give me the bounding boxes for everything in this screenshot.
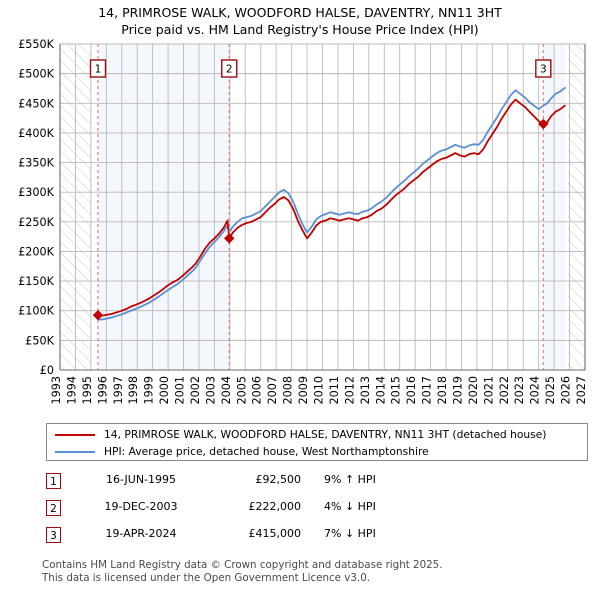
legend-swatch-hpi [55,450,95,453]
transactions-table: 1 16-JUN-1995 £92,500 9% ↑ HPI 2 19-DEC-… [46,470,446,551]
svg-text:2008: 2008 [282,376,295,404]
svg-text:2003: 2003 [204,376,217,404]
svg-text:2020: 2020 [467,376,480,404]
svg-text:1993: 1993 [50,376,63,404]
legend-item-hpi: HPI: Average price, detached house, West… [55,443,429,460]
gridlines [59,43,586,371]
svg-text:2005: 2005 [235,376,248,404]
svg-text:2022: 2022 [498,376,511,404]
svg-text:2000: 2000 [158,376,171,404]
svg-text:£0: £0 [40,364,54,377]
transaction-index-badge: 2 [46,500,61,516]
svg-text:£350K: £350K [18,157,54,170]
transaction-date: 19-APR-2024 [105,527,177,540]
svg-text:2009: 2009 [297,376,310,404]
svg-text:£100K: £100K [18,305,54,318]
svg-text:2002: 2002 [189,376,202,404]
svg-text:£150K: £150K [18,275,54,288]
table-row[interactable]: 3 19-APR-2024 £415,000 7% ↓ HPI [46,524,446,551]
hpi-average-line [97,87,566,321]
svg-text:1994: 1994 [65,376,78,404]
chart-legend: 14, PRIMROSE WALK, WOODFORD HALSE, DAVEN… [46,423,588,461]
y-axis-tick-labels: £0 £50K £100K £150K £200K £250K £300K £350K £400… [18,38,54,377]
svg-text:2024: 2024 [529,376,542,404]
transaction-date: 19-DEC-2003 [104,500,178,513]
legend-label-hpi: HPI: Average price, detached house, West… [104,445,429,458]
footer-attribution: Contains HM Land Registry data © Crown c… [42,559,582,584]
transaction-hpi-delta: 9% ↑ HPI [324,473,376,486]
transaction-index-badge: 1 [46,473,61,489]
svg-text:£250K: £250K [18,216,54,229]
svg-text:2017: 2017 [421,376,434,404]
svg-text:2012: 2012 [343,376,356,404]
svg-text:2014: 2014 [374,376,387,404]
svg-text:1996: 1996 [96,376,109,404]
table-row[interactable]: 1 16-JUN-1995 £92,500 9% ↑ HPI [46,470,446,497]
transaction-price: £222,000 [248,500,302,513]
svg-text:1997: 1997 [112,376,125,404]
property-price-line [97,98,566,317]
svg-text:3: 3 [540,64,547,76]
svg-text:2011: 2011 [328,376,341,404]
svg-text:£450K: £450K [18,97,54,110]
price-history-chart: £0 £50K £100K £150K £200K £250K £300K £350K £400… [18,38,588,404]
svg-text:2016: 2016 [405,376,418,404]
svg-text:2015: 2015 [390,376,403,404]
svg-text:2025: 2025 [544,376,557,404]
svg-text:£50K: £50K [25,334,54,347]
page-title: 14, PRIMROSE WALK, WOODFORD HALSE, DAVEN… [0,4,600,38]
footer-line-2: This data is licensed under the Open Gov… [42,571,371,584]
svg-text:2027: 2027 [575,376,588,404]
svg-text:2007: 2007 [266,376,279,404]
transaction-date: 16-JUN-1995 [105,473,177,486]
svg-text:1: 1 [95,64,102,76]
svg-text:2004: 2004 [220,376,233,404]
x-axis-tick-labels: 1993 1994 1995 1996 1997 1998 1999 2000 2001 2002… [50,376,588,404]
shaded-bands [97,44,565,370]
svg-text:£200K: £200K [18,245,54,258]
svg-text:2021: 2021 [482,376,495,404]
svg-text:£500K: £500K [18,68,54,81]
transaction-price: £415,000 [248,527,302,540]
legend-swatch-price [55,433,95,436]
svg-text:1998: 1998 [127,376,140,404]
svg-text:1999: 1999 [143,376,156,404]
svg-text:2010: 2010 [313,376,326,404]
svg-text:2019: 2019 [451,376,464,404]
svg-text:£300K: £300K [18,186,54,199]
svg-text:£550K: £550K [18,38,54,51]
legend-label-price: 14, PRIMROSE WALK, WOODFORD HALSE, DAVEN… [104,428,547,441]
svg-text:2013: 2013 [359,376,372,404]
svg-text:£400K: £400K [18,127,54,140]
svg-text:2018: 2018 [436,376,449,404]
title-line-1: 14, PRIMROSE WALK, WOODFORD HALSE, DAVEN… [98,5,502,20]
transaction-hpi-delta: 7% ↓ HPI [324,527,376,540]
svg-text:2026: 2026 [560,376,573,404]
footer-line-1: Contains HM Land Registry data © Crown c… [42,559,443,571]
transaction-hpi-delta: 4% ↓ HPI [324,500,376,513]
transaction-price: £92,500 [255,473,302,486]
svg-text:1995: 1995 [81,376,94,404]
svg-text:2001: 2001 [174,376,187,404]
svg-text:2: 2 [226,64,233,76]
title-line-2: Price paid vs. HM Land Registry's House … [121,22,479,37]
legend-item-price: 14, PRIMROSE WALK, WOODFORD HALSE, DAVEN… [55,426,546,443]
svg-text:2006: 2006 [251,376,264,404]
transaction-markers: 1 2 3 [89,44,552,370]
transaction-index-badge: 3 [46,527,61,543]
svg-text:2023: 2023 [513,376,526,404]
table-row[interactable]: 2 19-DEC-2003 £222,000 4% ↓ HPI [46,497,446,524]
